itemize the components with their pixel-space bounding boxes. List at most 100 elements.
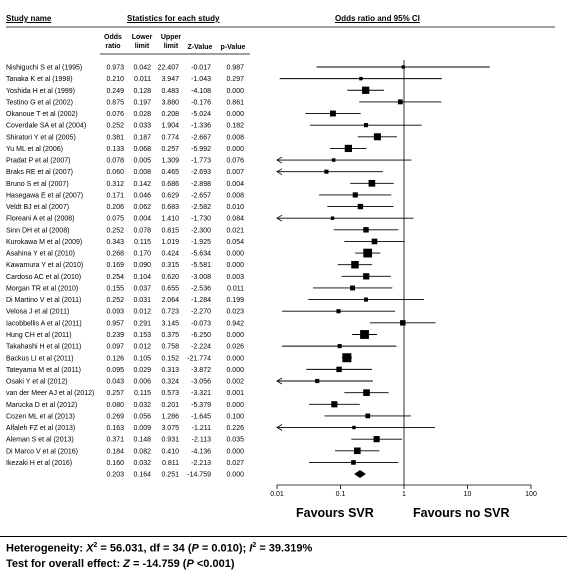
study-z-23: -6.250 (191, 332, 211, 339)
study-or-3: 0.875 (106, 99, 124, 106)
study-lower-6: 0.187 (133, 134, 151, 141)
study-z-29: -5.379 (191, 402, 211, 409)
study-name-6: Shiratori Y et al (2005) (6, 134, 76, 141)
study-or-34: 0.160 (106, 460, 124, 467)
study-upper-15: 1.019 (161, 239, 179, 246)
study-lower-4: 0.028 (133, 111, 151, 118)
point-estimate-2 (362, 86, 370, 94)
study-lower-26: 0.029 (133, 367, 151, 374)
study-upper-28: 0.573 (161, 390, 179, 397)
study-name-4: Okanoue T et al (2002) (6, 111, 78, 118)
col-header-odds-ratio: Odds ratio (104, 34, 122, 50)
point-estimate-33 (354, 447, 361, 455)
study-or-11: 0.171 (106, 192, 124, 199)
study-upper-19: 0.655 (161, 285, 179, 292)
study-lower-30: 0.056 (133, 413, 151, 420)
study-lower-1: 0.011 (134, 76, 151, 83)
point-estimate-31 (352, 425, 356, 430)
study-z-8: -1.773 (191, 158, 211, 165)
study-upper-22: 3.145 (161, 320, 179, 327)
study-upper-7: 0.257 (161, 146, 179, 153)
study-upper-13: 1.410 (161, 216, 179, 223)
study-upper-11: 0.629 (161, 192, 179, 199)
study-upper-0: 22.407 (158, 65, 180, 72)
study-upper-14: 0.815 (161, 227, 179, 234)
col-header-upper-limit: Upper limit (160, 34, 182, 50)
study-lower-8: 0.005 (133, 158, 151, 165)
study-or-27: 0.043 (106, 379, 124, 386)
study-p-26: 0.000 (226, 367, 244, 374)
point-estimate-13 (330, 216, 335, 220)
point-estimate-22 (400, 320, 406, 326)
heterogeneity-prefix: Heterogeneity: (6, 542, 87, 555)
study-p-16: 0.000 (226, 251, 244, 258)
point-estimate-28 (363, 389, 370, 396)
heterogeneity-x2-value: = 56.031, df = 34 ( (97, 542, 192, 555)
study-upper-26: 0.313 (161, 367, 179, 374)
study-p-0: 0.987 (226, 65, 244, 72)
study-or-21: 0.093 (106, 309, 124, 316)
heterogeneity-i-sup: 2 (252, 542, 257, 549)
study-or-8: 0.078 (106, 158, 124, 165)
x-tick-label: 1 (402, 491, 406, 498)
study-name-7: Yu ML et al (2006) (6, 146, 63, 153)
study-or-1: 0.210 (106, 76, 124, 83)
study-or-9: 0.060 (106, 169, 124, 176)
study-name-28: van der Meer AJ et al (2012) (6, 390, 94, 397)
study-z-31: -1.211 (192, 425, 211, 432)
study-upper-27: 0.324 (161, 379, 179, 386)
point-estimate-30 (365, 413, 371, 419)
study-lower-12: 0.062 (133, 204, 151, 211)
study-z-13: -1.730 (191, 216, 211, 223)
study-z-33: -4.136 (191, 448, 211, 455)
study-z-34: -2.213 (191, 460, 211, 467)
point-estimate-7 (344, 144, 352, 153)
study-z-32: -2.113 (192, 437, 211, 444)
study-z-25: -21.774 (187, 355, 211, 362)
study-p-12: 0.010 (226, 204, 244, 211)
study-upper-21: 0.723 (161, 309, 179, 316)
col-header-z-value: Z-Value (187, 44, 213, 51)
heterogeneity-p-value: = 0.010); (198, 542, 250, 555)
study-name-0: Nishiguchi S et al (1995) (6, 65, 82, 72)
study-p-10: 0.004 (226, 181, 244, 188)
study-z-22: -0.073 (191, 320, 211, 327)
point-estimate-0 (401, 65, 405, 69)
study-name-27: Osaki Y et al (2012) (6, 379, 68, 386)
point-estimate-24 (337, 344, 342, 349)
study-name-12: Veldt BJ et al (2007) (6, 204, 69, 211)
point-estimate-32 (373, 436, 380, 443)
study-or-25: 0.126 (106, 355, 124, 362)
ci-arrow-left-8 (276, 156, 283, 164)
study-or-15: 0.343 (106, 239, 124, 246)
study-p-8: 0.076 (226, 158, 244, 165)
study-z-20: -1.284 (191, 297, 211, 304)
study-or-23: 0.239 (106, 332, 124, 339)
study-p-15: 0.054 (226, 239, 244, 246)
study-lower-29: 0.032 (133, 402, 151, 409)
study-p-34: 0.027 (226, 460, 244, 467)
study-z-27: -3.056 (191, 379, 211, 386)
study-name-22: Iacobbellis A et al (2011) (6, 320, 82, 327)
point-estimate-26 (336, 366, 342, 373)
study-or-12: 0.206 (106, 204, 124, 211)
study-lower-20: 0.031 (133, 297, 151, 304)
study-p-29: 0.000 (226, 402, 244, 409)
favours-no-svr-label: Favours no SVR (413, 506, 510, 520)
study-upper-1: 3.947 (161, 76, 179, 83)
study-or-17: 0.169 (106, 262, 124, 269)
ci-arrow-left-31 (276, 424, 283, 431)
study-or-30: 0.269 (106, 413, 124, 420)
study-lower-31: 0.009 (133, 425, 151, 432)
study-z-4: -5.024 (191, 111, 211, 118)
study-name-10: Bruno S et al (2007) (6, 181, 69, 188)
study-name-3: Testino G et al (2002) (6, 99, 73, 106)
point-estimate-5 (363, 123, 369, 128)
study-p-1: 0.297 (226, 76, 244, 83)
ci-arrow-left-13 (276, 214, 283, 222)
study-name-11: Hasegawa E et al (2007) (6, 192, 83, 199)
heterogeneity-p-label: P (191, 542, 199, 555)
study-p-28: 0.001 (226, 390, 244, 397)
heterogeneity-text: Heterogeneity: X2 = 56.031, df = 34 (P =… (6, 542, 312, 555)
study-name-24: Takahashi H et al (2011) (6, 344, 81, 351)
